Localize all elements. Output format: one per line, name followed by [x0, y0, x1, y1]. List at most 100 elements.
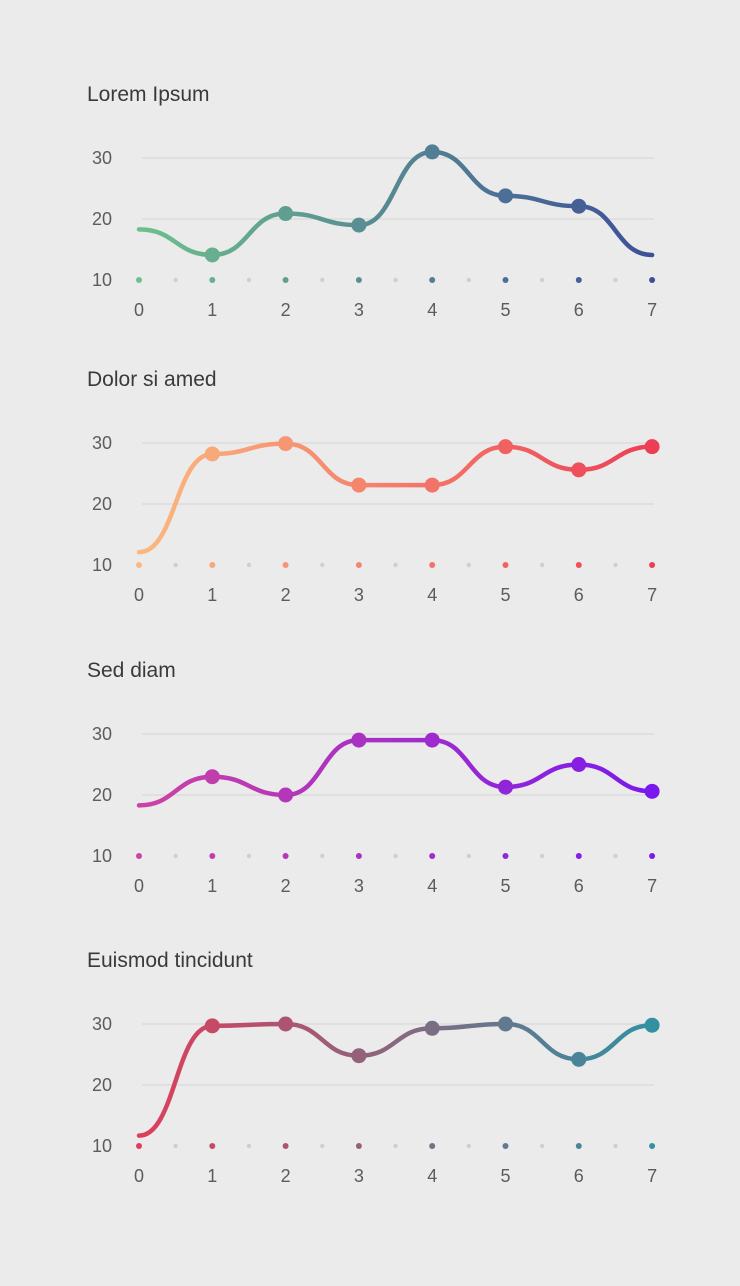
- baseline-dot: [173, 562, 178, 568]
- data-point: [278, 206, 294, 222]
- x-tick-label: 5: [500, 585, 510, 605]
- x-tick-label: 0: [134, 585, 144, 605]
- y-tick-label: 10: [92, 555, 112, 575]
- x-tick-label: 6: [574, 1166, 584, 1186]
- x-tick-dot: [209, 1143, 216, 1149]
- y-tick-label: 30: [92, 433, 112, 453]
- y-tick-label: 20: [92, 494, 112, 514]
- chart-panel: Lorem Ipsum 10 20 30 0 1 2 3 4 5 6 7: [0, 83, 740, 373]
- baseline-dot: [173, 277, 178, 283]
- baseline-dot: [539, 853, 545, 859]
- x-tick-dot: [649, 562, 656, 568]
- data-point: [424, 732, 440, 748]
- x-tick-dot: [649, 277, 656, 283]
- x-tick-dot: [209, 562, 216, 568]
- x-tick-label: 3: [354, 300, 364, 320]
- x-tick-dot: [282, 562, 289, 568]
- x-tick-dot: [209, 853, 216, 859]
- x-tick-label: 2: [281, 585, 291, 605]
- data-point: [498, 779, 513, 795]
- baseline-dot: [320, 1143, 325, 1149]
- baseline-dot: [466, 562, 472, 568]
- data-point: [498, 1016, 513, 1032]
- y-tick-label: 10: [92, 1136, 112, 1156]
- x-tick-dot: [575, 277, 582, 283]
- baseline-dot: [613, 562, 618, 568]
- y-tick-label: 30: [92, 148, 112, 168]
- data-point: [571, 757, 587, 772]
- baseline-dot: [539, 1143, 545, 1149]
- x-tick-label: 4: [427, 1166, 437, 1186]
- baseline-dot: [466, 853, 472, 859]
- data-point: [204, 1018, 220, 1034]
- x-tick-label: 3: [354, 876, 364, 896]
- data-point: [278, 787, 294, 803]
- x-tick-label: 0: [134, 300, 144, 320]
- line-chart: 10 20 30 0 1 2 3 4 5 6 7: [92, 144, 657, 320]
- baseline-dot: [246, 1143, 252, 1149]
- x-tick-dot: [355, 853, 362, 859]
- x-tick-dot: [502, 1143, 509, 1149]
- x-tick-label: 1: [207, 876, 217, 896]
- baseline-dot: [393, 1143, 398, 1149]
- x-tick-label: 5: [500, 1166, 510, 1186]
- x-tick-dot: [136, 562, 142, 568]
- x-tick-dot: [282, 853, 289, 859]
- data-point: [424, 477, 440, 493]
- chart-panel: Dolor si amed 10 20 30 0 1 2 3 4 5 6 7: [0, 368, 740, 658]
- x-tick-dot: [209, 277, 216, 283]
- y-tick-label: 20: [92, 209, 112, 229]
- data-point: [278, 436, 294, 452]
- x-tick-dot: [136, 277, 142, 283]
- chart-panel: Sed diam 10 20 30 0 1 2 3 4 5 6 7: [0, 659, 740, 949]
- y-tick-label: 10: [92, 270, 112, 290]
- x-tick-dot: [429, 1143, 436, 1149]
- baseline-dot: [393, 277, 398, 283]
- y-tick-label: 30: [92, 1014, 112, 1034]
- baseline-dot: [539, 562, 545, 568]
- baseline-dot: [466, 277, 472, 283]
- y-tick-label: 30: [92, 724, 112, 744]
- x-tick-dot: [282, 1143, 289, 1149]
- data-point: [571, 462, 587, 478]
- x-tick-label: 7: [647, 585, 657, 605]
- x-tick-label: 5: [500, 876, 510, 896]
- data-point: [204, 446, 220, 462]
- line-chart: 10 20 30 0 1 2 3 4 5 6 7: [92, 433, 660, 605]
- baseline-dot: [320, 277, 325, 283]
- data-point: [351, 477, 367, 493]
- series-line: [136, 1021, 655, 1138]
- x-tick-label: 5: [500, 300, 510, 320]
- x-tick-label: 1: [207, 300, 217, 320]
- x-tick-dot: [429, 277, 436, 283]
- chart-title: Lorem Ipsum: [87, 83, 210, 106]
- data-point: [498, 439, 513, 455]
- data-point: [278, 1016, 294, 1032]
- baseline-dot: [613, 1143, 618, 1149]
- data-point: [424, 144, 440, 160]
- x-tick-label: 0: [134, 1166, 144, 1186]
- data-point: [204, 247, 220, 263]
- x-tick-dot: [429, 562, 436, 568]
- data-point: [498, 188, 513, 204]
- x-tick-dot: [355, 562, 362, 568]
- x-tick-dot: [575, 1143, 582, 1149]
- x-tick-dot: [136, 853, 142, 859]
- baseline-dot: [320, 562, 325, 568]
- x-tick-dot: [282, 277, 289, 283]
- x-tick-label: 1: [207, 585, 217, 605]
- x-tick-dot: [575, 562, 582, 568]
- baseline-dot: [246, 277, 252, 283]
- x-tick-label: 7: [647, 876, 657, 896]
- data-point: [424, 1020, 440, 1036]
- x-tick-label: 6: [574, 300, 584, 320]
- x-tick-label: 4: [427, 585, 437, 605]
- x-tick-label: 3: [354, 585, 364, 605]
- x-tick-dot: [136, 1143, 142, 1149]
- data-point: [351, 732, 367, 748]
- x-tick-label: 4: [427, 876, 437, 896]
- baseline-dot: [173, 1143, 178, 1149]
- chart-panel: Euismod tincidunt 10 20 30 0 1 2 3 4 5 6 7: [0, 949, 740, 1239]
- x-tick-label: 7: [647, 300, 657, 320]
